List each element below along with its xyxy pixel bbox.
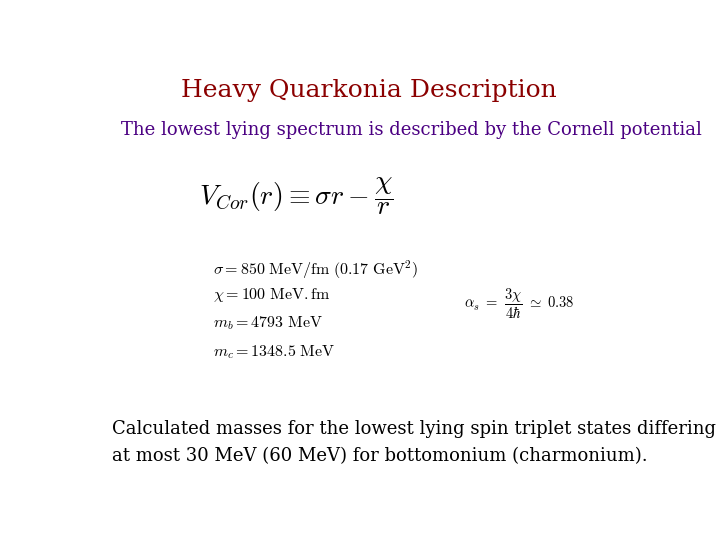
Text: $\alpha_s\ =\ \dfrac{3\chi}{4\hbar}\ \simeq\ 0.38$: $\alpha_s\ =\ \dfrac{3\chi}{4\hbar}\ \si… <box>464 286 575 321</box>
Text: Calculated masses for the lowest lying spin triplet states differing
at most 30 : Calculated masses for the lowest lying s… <box>112 420 716 465</box>
Text: $m_b = 4793\ \mathrm{MeV}$: $m_b = 4793\ \mathrm{MeV}$ <box>213 315 323 333</box>
Text: $\chi = 100\ \mathrm{MeV.fm}$: $\chi = 100\ \mathrm{MeV.fm}$ <box>213 286 330 305</box>
Text: $V_{Cor}(r) \equiv \sigma r - \dfrac{\chi}{r}$: $V_{Cor}(r) \equiv \sigma r - \dfrac{\ch… <box>199 175 394 217</box>
Text: Heavy Quarkonia Description: Heavy Quarkonia Description <box>181 79 557 103</box>
Text: $m_c = 1348.5\ \mathrm{MeV}$: $m_c = 1348.5\ \mathrm{MeV}$ <box>213 343 335 361</box>
Text: $\sigma = 850\ \mathrm{MeV/fm}\ (0.17\ \mathrm{GeV}^2)$: $\sigma = 850\ \mathrm{MeV/fm}\ (0.17\ \… <box>213 258 418 281</box>
Text: The lowest lying spectrum is described by the Cornell potential: The lowest lying spectrum is described b… <box>121 121 701 139</box>
